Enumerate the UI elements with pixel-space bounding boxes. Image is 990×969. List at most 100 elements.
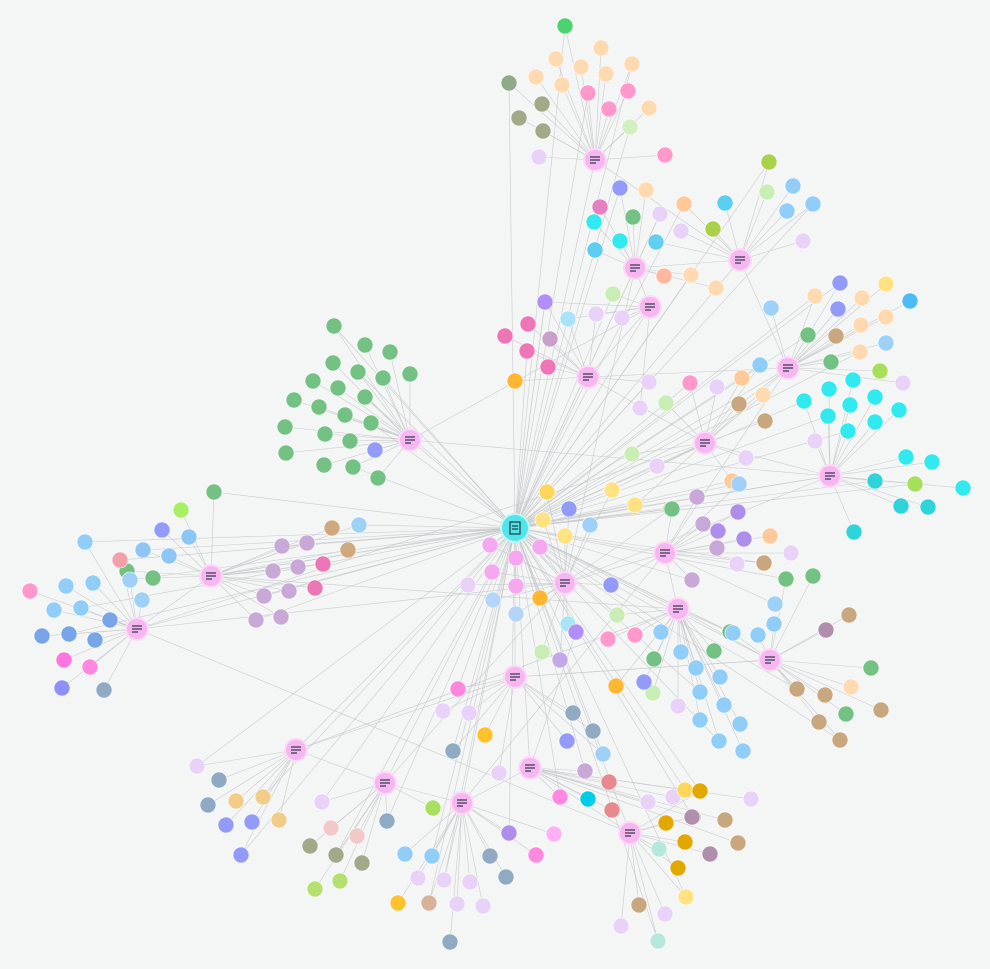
graph-node[interactable] [877, 275, 895, 293]
node-circle[interactable] [510, 109, 528, 127]
graph-node[interactable] [45, 601, 63, 619]
node-circle[interactable] [841, 396, 859, 414]
graph-node[interactable] [669, 697, 687, 715]
graph-node[interactable] [581, 516, 599, 534]
graph-node[interactable] [691, 683, 709, 701]
graph-node[interactable] [688, 488, 706, 506]
node-circle[interactable] [121, 571, 139, 589]
graph-node[interactable] [760, 153, 778, 171]
node-circle[interactable] [672, 222, 690, 240]
graph-node[interactable] [862, 659, 880, 677]
node-circle[interactable] [496, 327, 514, 345]
node-circle[interactable] [264, 562, 282, 580]
graph-node[interactable] [705, 642, 723, 660]
node-circle[interactable] [369, 469, 387, 487]
graph-node[interactable] [762, 299, 780, 317]
graph-node[interactable] [816, 686, 834, 704]
node-circle[interactable] [710, 732, 728, 750]
node-circle[interactable] [205, 483, 223, 501]
node-circle[interactable] [567, 623, 585, 641]
graph-node[interactable] [890, 401, 908, 419]
node-circle[interactable] [531, 589, 549, 607]
graph-node[interactable] [76, 533, 94, 551]
node-circle[interactable] [527, 846, 545, 864]
graph-node[interactable] [737, 449, 755, 467]
graph-node[interactable] [586, 241, 604, 259]
node-circle[interactable] [409, 869, 427, 887]
graph-node[interactable] [672, 643, 690, 661]
graph-node[interactable] [621, 118, 639, 136]
node-circle[interactable] [481, 536, 499, 554]
graph-node[interactable] [435, 871, 453, 889]
node-circle[interactable] [449, 680, 467, 698]
graph-node[interactable] [804, 567, 822, 585]
graph-node[interactable] [314, 555, 332, 573]
graph-node[interactable] [401, 365, 419, 383]
graph-node[interactable] [749, 626, 767, 644]
graph-node[interactable] [527, 846, 545, 864]
node-circle[interactable] [607, 677, 625, 695]
graph-node[interactable] [567, 623, 585, 641]
node-circle[interactable] [461, 873, 479, 891]
node-circle[interactable] [327, 846, 345, 864]
graph-node[interactable] [892, 497, 910, 515]
graph-node[interactable] [894, 374, 912, 392]
node-circle[interactable] [483, 563, 501, 581]
graph-node[interactable] [323, 519, 341, 537]
graph-node[interactable] [272, 608, 290, 626]
hub-node-h10[interactable] [199, 564, 223, 588]
graph-node[interactable] [356, 336, 374, 354]
graph-node[interactable] [572, 58, 590, 76]
node-circle[interactable] [101, 611, 119, 629]
node-circle[interactable] [280, 582, 298, 600]
graph-node[interactable] [645, 650, 663, 668]
node-circle[interactable] [669, 859, 687, 877]
graph-node[interactable] [507, 549, 525, 567]
graph-node[interactable] [594, 745, 612, 763]
graph-node[interactable] [608, 606, 626, 624]
node-circle[interactable] [619, 82, 637, 100]
graph-node[interactable] [708, 378, 726, 396]
node-circle[interactable] [784, 177, 802, 195]
graph-node[interactable] [434, 702, 452, 720]
graph-node[interactable] [756, 412, 774, 430]
node-circle[interactable] [853, 289, 871, 307]
node-circle[interactable] [728, 555, 746, 573]
node-circle[interactable] [603, 481, 621, 499]
node-circle[interactable] [553, 76, 571, 94]
node-circle[interactable] [766, 595, 784, 613]
node-circle[interactable] [806, 287, 824, 305]
graph-node[interactable] [840, 606, 858, 624]
node-circle[interactable] [527, 68, 545, 86]
graph-node[interactable] [199, 796, 217, 814]
node-circle[interactable] [756, 412, 774, 430]
graph-node[interactable] [691, 711, 709, 729]
hub-node-h6[interactable] [776, 356, 800, 380]
node-circle[interactable] [682, 266, 700, 284]
graph-node[interactable] [553, 76, 571, 94]
graph-node[interactable] [631, 399, 649, 417]
node-circle[interactable] [871, 362, 889, 380]
node-circle[interactable] [547, 50, 565, 68]
graph-node[interactable] [277, 444, 295, 462]
graph-node[interactable] [657, 394, 675, 412]
node-circle[interactable] [507, 605, 525, 623]
graph-node[interactable] [716, 811, 734, 829]
graph-node[interactable] [483, 563, 501, 581]
node-circle[interactable] [731, 715, 749, 733]
graph-node[interactable] [273, 537, 291, 555]
node-circle[interactable] [270, 811, 288, 829]
graph-node[interactable] [280, 582, 298, 600]
graph-node[interactable] [676, 833, 694, 851]
node-circle[interactable] [840, 606, 858, 624]
node-circle[interactable] [490, 764, 508, 782]
graph-node[interactable] [531, 589, 549, 607]
node-circle[interactable] [751, 356, 769, 374]
node-circle[interactable] [531, 538, 549, 556]
graph-node[interactable] [604, 285, 622, 303]
node-circle[interactable] [892, 497, 910, 515]
node-circle[interactable] [304, 372, 322, 390]
hub-node-h17[interactable] [284, 738, 308, 762]
graph-node[interactable] [369, 469, 387, 487]
